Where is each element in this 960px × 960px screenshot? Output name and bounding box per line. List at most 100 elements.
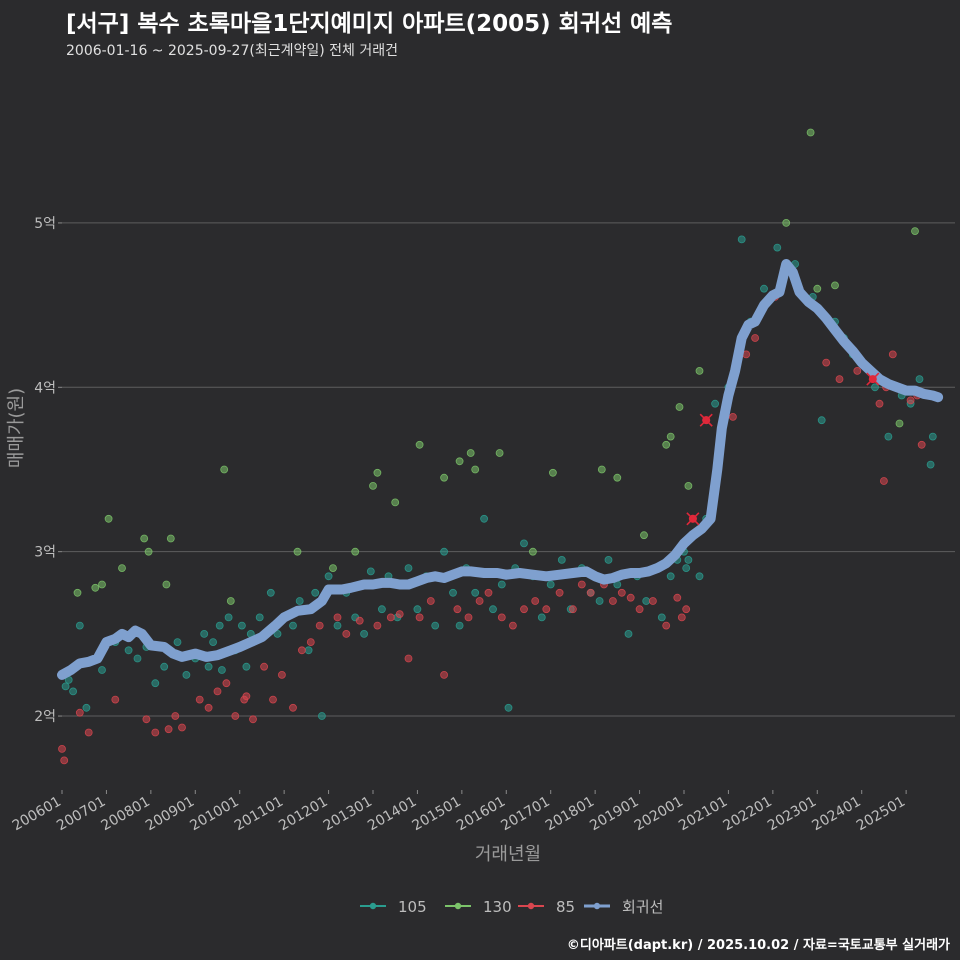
point-s105-83 <box>737 235 746 244</box>
point-s85-70 <box>875 399 884 408</box>
point-s130-0 <box>73 588 82 597</box>
point-s130-23 <box>529 547 537 556</box>
point-s105-54 <box>497 580 506 589</box>
point-s105-16 <box>204 662 213 671</box>
point-s85-12 <box>213 687 222 696</box>
point-s85-27 <box>355 616 364 625</box>
x-tick-label-17: 202301 <box>765 794 819 835</box>
point-s105-68 <box>624 630 633 638</box>
data-points <box>58 128 937 765</box>
point-s130-29 <box>666 432 675 441</box>
point-s130-33 <box>782 218 791 227</box>
point-s105-10 <box>151 679 160 688</box>
point-s130-6 <box>144 547 153 556</box>
x-tick-label-19: 202501 <box>854 794 908 835</box>
y-tick-label-2: 4억 <box>34 380 56 396</box>
point-s85-51 <box>626 593 635 602</box>
point-s105-38 <box>360 630 369 638</box>
point-s85-25 <box>333 613 342 622</box>
point-s130-19 <box>455 457 464 466</box>
legend-label-s105: 105 <box>398 898 427 916</box>
point-s105-34 <box>324 572 333 581</box>
point-s85-71 <box>880 477 888 485</box>
point-s105-53 <box>489 605 497 614</box>
point-s130-35 <box>813 284 822 293</box>
point-s85-28 <box>373 621 382 630</box>
point-s85-33 <box>426 597 435 605</box>
point-s130-26 <box>613 473 622 482</box>
point-s105-57 <box>520 539 528 548</box>
point-s85-37 <box>475 597 484 605</box>
point-s130-3 <box>104 514 113 523</box>
point-s85-53 <box>649 597 657 605</box>
point-s130-12 <box>329 564 337 572</box>
x-tick-label-5: 201101 <box>232 794 286 835</box>
point-s85-66 <box>822 358 831 367</box>
point-s105-40 <box>377 605 386 614</box>
x-tick-label-2: 200801 <box>99 794 153 835</box>
point-s130-21 <box>471 465 480 474</box>
point-s130-18 <box>440 473 449 482</box>
point-s85-35 <box>453 605 462 614</box>
point-s105-60 <box>546 580 555 589</box>
point-s85-47 <box>586 588 595 597</box>
point-s85-24 <box>315 621 324 630</box>
point-s130-1 <box>91 583 100 592</box>
point-s85-14 <box>231 712 240 720</box>
highlight-cross-2 <box>866 372 880 386</box>
point-s130-2 <box>98 580 106 589</box>
point-s105-39 <box>366 567 375 576</box>
point-s85-45 <box>569 605 577 614</box>
point-s105-43 <box>404 564 413 572</box>
x-tick-label-15: 202101 <box>676 794 730 835</box>
highlight-markers <box>686 372 880 526</box>
point-s130-4 <box>118 564 126 572</box>
y-tick-label-0: 2억 <box>34 709 56 725</box>
point-s85-63 <box>751 334 759 342</box>
point-s130-22 <box>495 449 504 457</box>
point-s85-26 <box>342 630 351 638</box>
x-tick-label-4: 201001 <box>187 794 241 835</box>
point-s85-9 <box>178 723 186 732</box>
point-s105-19 <box>217 666 226 674</box>
point-s105-86 <box>773 243 782 252</box>
point-s130-32 <box>695 366 704 375</box>
grid-lines <box>62 222 955 717</box>
point-s85-21 <box>289 703 297 712</box>
legend-dot-trend <box>593 902 601 910</box>
axes: 2억3억4억5억20060120070120080120090120100120… <box>10 216 908 834</box>
x-tick-label-11: 201701 <box>498 794 552 835</box>
point-s105-31 <box>304 646 313 655</box>
point-s105-59 <box>537 613 546 622</box>
x-tick-label-16: 202201 <box>721 794 775 835</box>
point-s85-1 <box>60 756 69 765</box>
point-s105-94 <box>871 383 879 392</box>
point-s105-7 <box>124 646 133 655</box>
point-s85-31 <box>404 654 413 663</box>
legend-dot-s85 <box>527 902 535 910</box>
point-s85-52 <box>635 605 644 614</box>
point-s85-6 <box>151 728 160 737</box>
point-s85-10 <box>195 695 204 704</box>
legend-dot-s130 <box>454 902 462 910</box>
point-s85-55 <box>673 593 682 602</box>
point-s105-4 <box>82 703 91 712</box>
point-s85-17 <box>249 715 257 724</box>
chart-title: [서구] 복수 초록마을1단지예미지 아파트(2005) 회귀선 예측 <box>66 11 673 37</box>
point-s85-67 <box>835 375 844 384</box>
point-s85-19 <box>269 695 277 704</box>
trend-line-path <box>57 259 944 680</box>
x-tick-label-14: 202001 <box>632 794 686 835</box>
x-tick-label-1: 200701 <box>54 794 108 835</box>
point-s105-51 <box>471 588 480 597</box>
x-tick-label-8: 201401 <box>365 794 419 835</box>
point-s85-49 <box>609 597 617 605</box>
point-s85-30 <box>395 610 404 618</box>
point-s85-68 <box>853 366 862 375</box>
point-s130-25 <box>597 465 606 474</box>
x-tick-label-7: 201301 <box>321 794 375 835</box>
point-s105-5 <box>98 666 106 674</box>
point-s85-20 <box>277 671 286 679</box>
point-s105-32 <box>311 588 320 597</box>
legend-label-s85: 85 <box>556 898 575 916</box>
